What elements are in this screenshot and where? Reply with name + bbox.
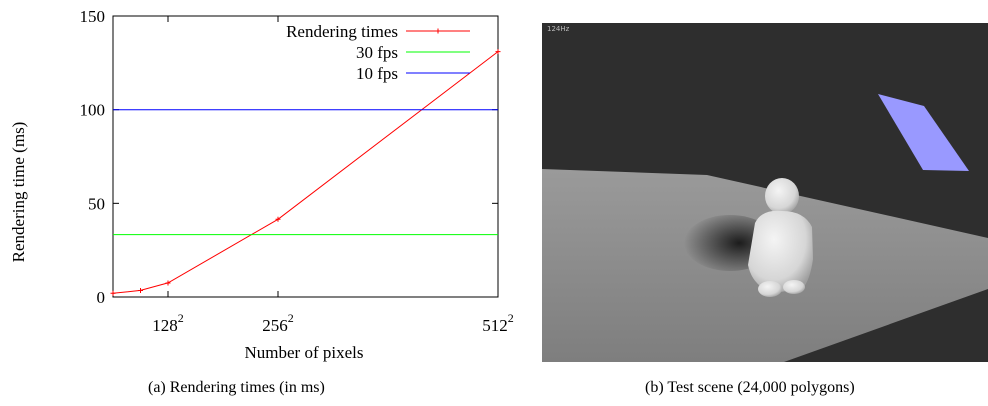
plot-frame (112, 15, 499, 298)
y-tick-label: 100 (80, 101, 106, 120)
rendering-times-chart: 0 50 100 150 1282 2562 5122 Rendering times 30 … (9, 7, 514, 362)
series-line (112, 51, 499, 294)
plot-frame-group (112, 15, 499, 298)
caption-a: (a) Rendering times (in ms) (148, 379, 325, 396)
data-point (165, 280, 171, 286)
series-group (110, 49, 501, 296)
data-point (138, 287, 143, 293)
legend-label: 10 fps (356, 64, 398, 83)
statue (748, 178, 813, 297)
y-tick-label: 150 (80, 7, 106, 26)
data-point (275, 216, 281, 222)
framerate-overlay-text: 124Hz (547, 25, 570, 33)
legend: Rendering times 30 fps 10 fps (286, 22, 470, 83)
test-scene-image: 124Hz (542, 23, 988, 362)
legend-marker (435, 28, 441, 34)
x-tick-label: 1282 (152, 311, 184, 335)
light-quad (878, 94, 969, 171)
y-tick-label: 50 (88, 194, 105, 213)
y-axis-label: Rendering time (ms) (9, 122, 28, 263)
data-point (495, 49, 501, 55)
caption-b: (b) Test scene (24,000 polygons) (645, 379, 855, 396)
x-tick-label: 2562 (262, 311, 294, 335)
scene-render (542, 94, 988, 362)
legend-label: Rendering times (286, 22, 398, 41)
y-tick-label: 0 (97, 288, 106, 307)
x-axis-label: Number of pixels (245, 343, 364, 362)
data-point (110, 290, 116, 296)
legend-label: 30 fps (356, 43, 398, 62)
x-tick-label: 5122 (482, 311, 514, 335)
tick-labels-group: 0 50 100 150 1282 2562 5122 (80, 7, 514, 335)
